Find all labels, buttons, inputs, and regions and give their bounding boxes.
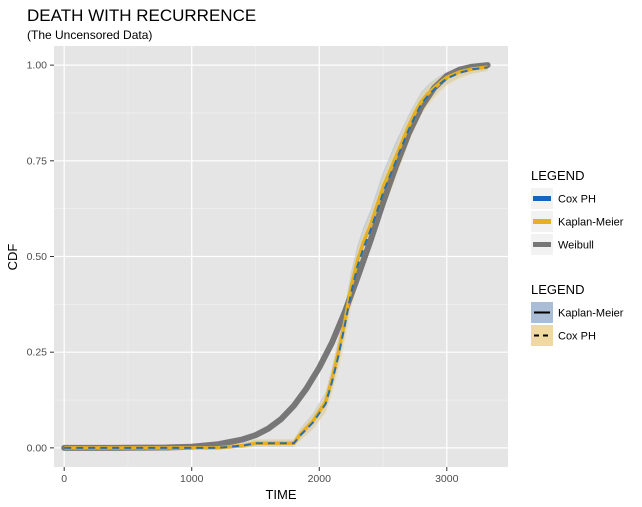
y-axis-ticks: 0.00 0.25 0.50 0.75 1.00 [27, 60, 54, 454]
x-tick-label: 0 [61, 473, 67, 485]
x-axis-ticks: 0 1000 2000 3000 [61, 467, 459, 485]
chart-title: DEATH WITH RECURRENCE [27, 6, 256, 25]
legend-title: LEGEND [531, 282, 584, 297]
legend-title: LEGEND [531, 168, 584, 183]
y-tick-label: 0.75 [27, 155, 48, 167]
y-tick-label: 1.00 [27, 60, 48, 72]
x-tick-label: 2000 [308, 473, 332, 485]
x-tick-label: 3000 [435, 473, 459, 485]
line-cox-ph [64, 66, 488, 449]
legend-label: Cox PH [558, 331, 596, 343]
chart-subtitle: (The Uncensored Data) [27, 28, 152, 42]
legend-label: Kaplan-Meier [558, 308, 624, 320]
legend-key-fill [531, 325, 553, 346]
x-tick-label: 1000 [180, 473, 204, 485]
series-lines [61, 62, 491, 451]
legend-bands: LEGEND Kaplan-Meier Cox PH [531, 282, 624, 346]
grid [54, 46, 508, 467]
x-axis-title: TIME [265, 487, 296, 502]
legend-lines: LEGEND Cox PH Kaplan-Meier Weibull [531, 168, 624, 255]
legend-label: Kaplan-Meier [558, 217, 624, 229]
legend-label: Cox PH [558, 194, 596, 206]
y-tick-label: 0.00 [27, 442, 48, 454]
y-tick-label: 0.50 [27, 251, 48, 263]
legend-label: Weibull [558, 240, 594, 252]
y-axis-title: CDF [5, 244, 20, 271]
y-tick-label: 0.25 [27, 347, 48, 359]
